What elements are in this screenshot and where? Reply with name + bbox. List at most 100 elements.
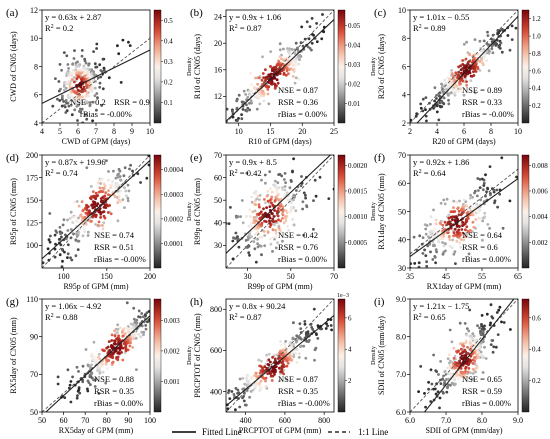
metrics-box: NSE = 0.89 RSR = 0.33 rBias = -0.00% — [462, 85, 514, 119]
data-point — [295, 189, 298, 192]
data-point — [91, 78, 95, 82]
data-point — [424, 232, 428, 236]
data-point — [471, 337, 475, 341]
data-point — [417, 261, 421, 265]
data-point — [496, 205, 499, 209]
data-point — [120, 351, 123, 354]
data-point — [431, 258, 435, 261]
data-point — [437, 118, 441, 122]
data-point — [53, 233, 57, 237]
y-tick-label: 2 — [402, 119, 406, 128]
data-point — [279, 219, 283, 223]
data-point — [30, 89, 33, 92]
data-point — [89, 372, 93, 376]
data-point — [454, 262, 457, 265]
data-point — [129, 163, 133, 167]
data-point — [452, 234, 455, 238]
data-point — [265, 206, 268, 210]
data-point — [459, 246, 462, 249]
data-point — [277, 357, 280, 361]
colorbar-tick-label: 6 — [348, 314, 352, 322]
data-point — [489, 193, 492, 197]
x-tick-label: 25 — [330, 127, 338, 136]
data-point — [329, 324, 333, 327]
data-point — [307, 37, 311, 41]
data-point — [417, 274, 420, 277]
colorbar: 2 4 6 1e−3 Density — [337, 293, 377, 413]
data-point — [433, 255, 437, 258]
data-point — [410, 262, 413, 265]
data-point — [467, 352, 470, 355]
data-point — [236, 235, 239, 239]
y-axis-label: SDII of CN05 (mm/day) — [377, 316, 386, 395]
data-point — [58, 63, 62, 66]
data-point — [61, 223, 65, 227]
data-point — [117, 195, 121, 198]
data-point — [473, 38, 477, 41]
data-point — [434, 222, 438, 226]
data-point — [121, 334, 125, 338]
data-point — [475, 194, 479, 198]
data-point — [142, 315, 145, 319]
data-point — [248, 232, 251, 235]
y-tick-label: 40 — [214, 219, 222, 228]
data-point — [55, 231, 59, 234]
data-point — [255, 215, 258, 219]
data-point — [48, 212, 52, 215]
data-point — [298, 322, 302, 326]
data-point — [92, 72, 96, 76]
data-point — [245, 171, 249, 175]
colorbar-tick-label: 1.0 — [532, 33, 541, 41]
x-tick-label: 60 — [60, 416, 68, 425]
data-point — [242, 89, 246, 93]
data-point — [490, 339, 494, 342]
data-point — [283, 350, 287, 354]
y-tick-label: 30 — [398, 264, 406, 273]
colorbar: 0.0001 0.0002 0.0003 0.0004 Density — [153, 154, 193, 269]
data-point — [326, 324, 329, 328]
data-point — [258, 198, 261, 202]
data-point — [352, 13, 355, 16]
data-point — [234, 408, 237, 412]
data-point — [224, 416, 227, 419]
data-point — [273, 179, 277, 183]
data-point — [183, 136, 186, 139]
data-point — [88, 209, 91, 213]
data-point — [475, 210, 479, 214]
data-point — [283, 357, 287, 361]
data-point — [452, 356, 456, 360]
data-point — [453, 210, 457, 213]
data-point — [487, 52, 491, 55]
data-point — [254, 193, 258, 196]
data-point — [281, 217, 284, 220]
data-point — [113, 339, 117, 343]
data-point — [468, 342, 472, 345]
data-point — [443, 369, 447, 373]
data-point — [100, 190, 103, 194]
data-point — [423, 392, 426, 395]
panel-b: 10 15 20 25 12 16 20 24 R10 of GPM (days) R10 of … — [190, 7, 377, 146]
data-point — [54, 77, 57, 80]
r-squared: R2 = 0.88 — [45, 312, 78, 322]
data-point — [451, 218, 454, 222]
data-point — [469, 193, 472, 197]
data-point — [166, 288, 169, 291]
data-point — [48, 145, 51, 148]
data-point — [451, 238, 454, 242]
data-point — [412, 235, 416, 239]
data-point — [53, 247, 57, 251]
metrics-box: NSE = 0.42 RSR = 0.76 rBias = 0.00% — [278, 230, 327, 264]
data-point — [85, 84, 88, 88]
data-point — [250, 195, 254, 199]
data-point — [58, 253, 62, 257]
metrics-box: NSE = 0.2 RSR = 0.9 rBias = -0.00% — [70, 97, 150, 119]
data-point — [273, 373, 276, 376]
data-point — [83, 230, 86, 234]
r-squared: R2 = 0.65 — [413, 312, 446, 322]
rsr-metric: RSR = 0.59 — [462, 386, 502, 396]
one-to-one-line — [410, 168, 518, 255]
data-point — [109, 183, 112, 187]
data-point — [66, 243, 70, 247]
data-point — [156, 132, 159, 135]
data-point — [443, 220, 447, 224]
